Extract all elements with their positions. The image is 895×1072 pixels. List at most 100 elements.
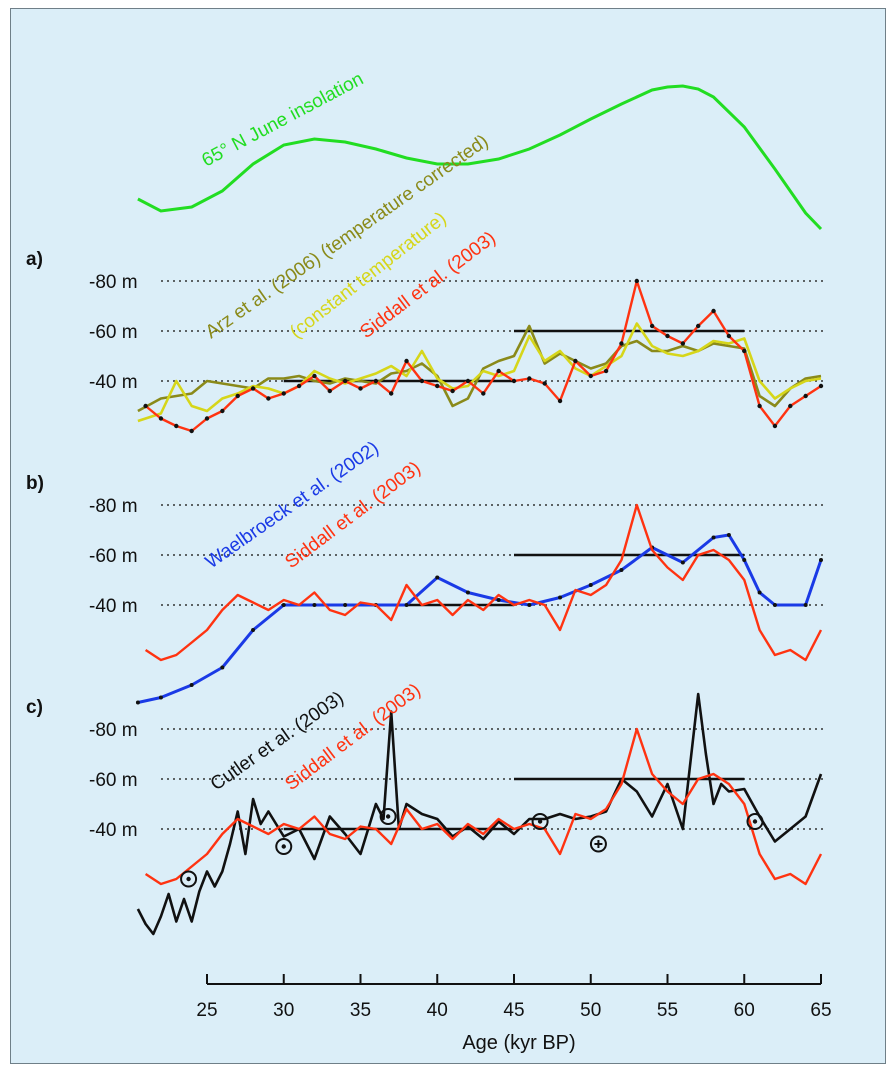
- data-point: [557, 398, 563, 404]
- series-line-cutler: [136, 692, 823, 936]
- data-point: [358, 386, 363, 391]
- x-tick-label: 45: [503, 1000, 524, 1021]
- marker-dot: [752, 819, 758, 824]
- data-point: [450, 388, 455, 394]
- series-line-arz_const: [137, 322, 822, 423]
- panel-c: c) -80 m -60 m -40 m Cutler et al. (2003)Sid…: [26, 680, 823, 936]
- data-point: [281, 391, 286, 396]
- data-point: [135, 700, 140, 705]
- x-tick-label: 30: [273, 1000, 294, 1021]
- data-point: [634, 278, 639, 284]
- uranium-marker: [180, 870, 198, 888]
- data-point: [772, 603, 777, 607]
- data-point: [158, 695, 163, 700]
- data-point: [496, 598, 501, 602]
- series-label-siddall: Siddall et al. (2003): [281, 680, 424, 795]
- sea-level-chart: 65° N June insolation a) -80 m -60 m -40 m A…: [26, 68, 832, 1054]
- data-point: [757, 403, 762, 409]
- data-point: [680, 560, 685, 565]
- y-tick-label: -80 m: [89, 496, 138, 517]
- data-point: [343, 603, 348, 607]
- x-tick-label: 60: [734, 1000, 755, 1021]
- data-point: [619, 341, 624, 346]
- data-point: [404, 358, 409, 364]
- data-point: [772, 423, 778, 429]
- data-point: [588, 373, 593, 379]
- series-line-siddall: [144, 727, 823, 886]
- data-point: [803, 603, 808, 607]
- data-point: [726, 533, 731, 537]
- data-point: [573, 358, 578, 364]
- insolation-line: [137, 84, 823, 231]
- data-point: [619, 568, 624, 572]
- series-line-waelbroeck: [137, 533, 823, 704]
- panel-a: a) -80 m -60 m -40 m Arz et al. (2006) (temp…: [26, 131, 824, 434]
- data-point: [220, 408, 225, 414]
- data-point: [312, 603, 317, 607]
- x-tick-label: 65: [810, 1000, 831, 1021]
- series-line-arz_temp: [137, 324, 822, 413]
- data-point: [435, 383, 440, 389]
- data-point: [511, 378, 517, 384]
- data-point: [481, 391, 486, 396]
- data-point: [742, 558, 747, 562]
- data-point: [527, 603, 532, 607]
- y-tick-label: -60 m: [89, 546, 138, 567]
- panel-label-1: b): [26, 473, 44, 494]
- data-point: [649, 323, 655, 329]
- y-tick-label: -40 m: [89, 596, 138, 617]
- uranium-marker: [589, 835, 607, 853]
- data-point: [143, 403, 148, 409]
- uranium-marker: [275, 838, 293, 855]
- series-label-cutler: Cutler et al. (2003): [207, 688, 348, 795]
- data-point: [389, 391, 394, 396]
- insolation-label: 65° N June insolation: [198, 68, 367, 171]
- data-point: [542, 381, 547, 386]
- data-point: [435, 575, 440, 580]
- y-tick-label: -40 m: [89, 372, 138, 393]
- data-point: [680, 341, 686, 346]
- data-point: [174, 423, 179, 429]
- data-point: [711, 308, 716, 314]
- x-tick-label: 55: [657, 1000, 678, 1021]
- data-point: [342, 378, 348, 384]
- data-point: [465, 590, 470, 595]
- data-point: [711, 535, 716, 540]
- x-tick-label: 40: [427, 1000, 448, 1021]
- data-point: [204, 416, 210, 421]
- data-point: [404, 603, 409, 607]
- y-tick-label: -80 m: [89, 272, 138, 293]
- figure-frame: 65° N June insolation a) -80 m -60 m -40 m A…: [10, 8, 886, 1064]
- data-point: [220, 665, 225, 670]
- data-point: [296, 383, 302, 389]
- x-tick-label: 25: [196, 1000, 217, 1021]
- x-axis-title: Age (kyr BP): [462, 1032, 575, 1054]
- y-tick-label: -40 m: [89, 820, 138, 841]
- data-point: [803, 393, 808, 399]
- y-tick-label: -60 m: [89, 770, 138, 791]
- marker-dot: [537, 819, 543, 824]
- data-point: [266, 396, 271, 401]
- x-tick-label: 50: [580, 1000, 601, 1021]
- y-tick-label: -80 m: [89, 720, 138, 741]
- data-point: [788, 403, 793, 409]
- series-label-siddall: Siddall et al. (2003): [356, 228, 499, 343]
- data-point: [603, 368, 609, 374]
- data-point: [419, 378, 425, 384]
- series-line-siddall: [144, 503, 823, 662]
- data-point: [527, 376, 532, 381]
- data-point: [373, 378, 379, 384]
- data-point: [818, 383, 824, 389]
- data-point: [726, 333, 732, 339]
- data-point: [588, 583, 593, 587]
- data-point: [757, 590, 762, 595]
- data-point: [465, 378, 471, 384]
- data-point: [158, 416, 164, 421]
- y-tick-label: -60 m: [89, 322, 138, 343]
- data-point: [742, 348, 747, 354]
- panel-label-2: c): [26, 697, 43, 718]
- marker-dot: [281, 844, 286, 849]
- marker-dot: [385, 814, 391, 819]
- data-point: [696, 323, 701, 329]
